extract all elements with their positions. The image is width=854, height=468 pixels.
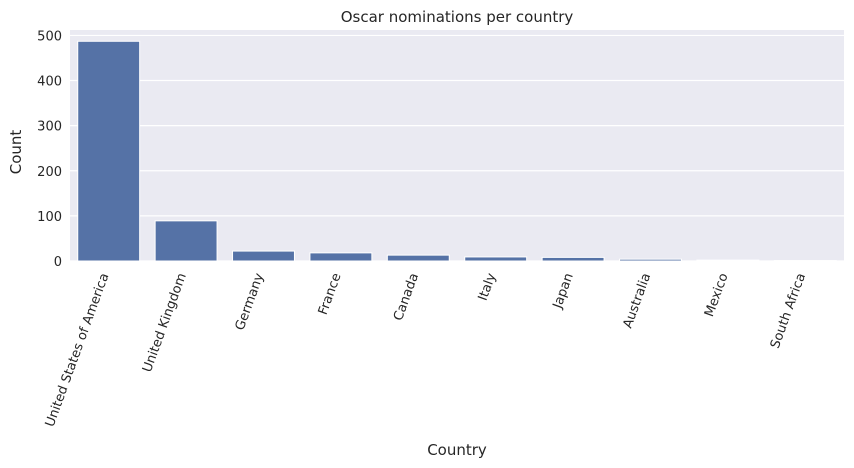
bar <box>619 258 682 262</box>
bar <box>541 256 605 262</box>
bar <box>696 259 760 262</box>
bar <box>464 256 528 262</box>
x-tick-label: Japan <box>550 271 577 311</box>
bar <box>77 40 141 262</box>
y-axis-ticks: 0 100 200 300 400 500 <box>37 29 62 270</box>
y-tick-label: 500 <box>37 29 62 44</box>
x-tick-label: Australia <box>620 271 654 330</box>
y-tick-label: 300 <box>37 120 62 135</box>
bar <box>386 254 450 262</box>
x-axis-ticks: United States of America United Kingdom Ge… <box>43 271 809 429</box>
y-tick-label: 400 <box>37 75 62 90</box>
bars <box>77 40 837 262</box>
x-tick-label: United Kingdom <box>140 271 190 374</box>
x-tick-label: South Africa <box>768 271 809 350</box>
chart-title: Oscar nominations per country <box>341 8 574 26</box>
y-axis-title: Count <box>7 130 25 175</box>
bar <box>232 250 295 262</box>
x-tick-label: Germany <box>233 271 268 333</box>
bar <box>309 252 373 262</box>
y-tick-label: 100 <box>37 210 62 225</box>
x-tick-label: France <box>316 271 345 317</box>
bar <box>154 220 218 262</box>
y-tick-label: 200 <box>37 165 62 180</box>
x-axis-title: Country <box>427 441 487 459</box>
x-tick-label: Mexico <box>702 271 732 319</box>
x-tick-label: United States of America <box>43 271 113 429</box>
x-tick-label: Canada <box>391 271 422 323</box>
x-tick-label: Italy <box>476 271 500 303</box>
y-tick-label: 0 <box>54 255 62 270</box>
